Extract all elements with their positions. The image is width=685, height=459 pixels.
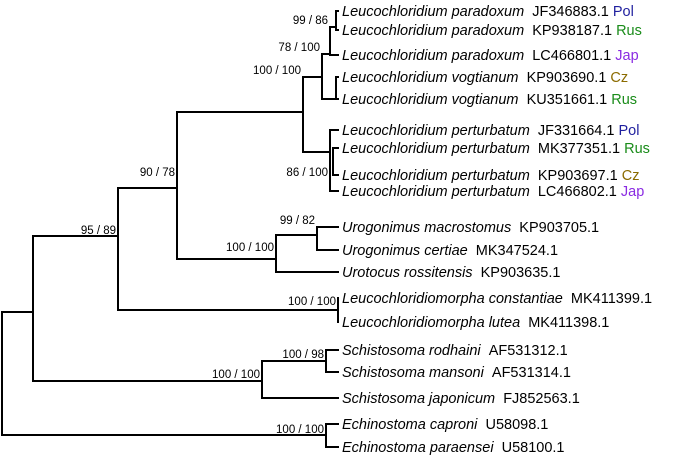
tip-country: Cz [606,70,628,86]
branch-root [1,311,327,436]
tip-species: Leucochloridium vogtianum [342,92,527,108]
branch-echinostoma [325,423,339,448]
support-values: 99 / 86 78 / 100 100 / 100 86 / 100 90 / 78 9… [81,15,336,436]
branch-perturbatum-inner [332,147,339,176]
tip-country: Cz [618,168,640,184]
tip-species: Leucochloridium vogtianum [342,70,527,86]
branch-schistosoma-pair [325,349,339,373]
tip-species: Leucochloridium paradoxum [342,48,532,64]
tip-accession: KP903705.1 [519,220,599,236]
tip-species: Schistosoma mansoni [342,365,492,381]
tip-label: Schistosoma rodhaini AF531312.1 [342,343,568,359]
tip-species: Leucochloridium paradoxum [342,4,532,20]
tip-label: Schistosoma mansoni AF531314.1 [342,365,571,381]
support-value: 99 / 86 [293,15,328,27]
tip-label: Leucochloridium paradoxum KP938187.1 Rus [342,23,642,39]
branch-leucochloridiidae [117,187,339,311]
tip-accession: KU351661.1 [527,92,608,108]
tip-label: Leucochloridium paradoxum JF346883.1 Pol [342,4,634,20]
tip-label: Leucochloridiomorpha constantiae MK41139… [342,291,652,307]
support-value: 78 / 100 [278,42,320,54]
tip-accession: KP903635.1 [481,265,561,281]
tip-species: Leucochloridium paradoxum [342,23,532,39]
tip-species: Leucochloridium perturbatum [342,123,538,139]
tip-label: Leucochloridium paradoxum LC466801.1 Jap [342,48,639,64]
support-value: 99 / 82 [280,215,315,227]
tip-species: Leucochloridium perturbatum [342,184,538,200]
branch-leucochloridium [302,76,331,153]
support-value: 86 / 100 [286,167,328,179]
branch-paradoxum [329,26,337,56]
branch-leucochloridium-urogonimus [176,111,304,260]
tip-accession: U58100.1 [502,440,565,456]
tip-species: Echinostoma paraensei [342,440,502,456]
tip-species: Urogonimus certiae [342,243,476,259]
tip-accession: KP938187.1 [532,23,612,39]
branch-urogonimus-urotocus [275,234,339,273]
tip-label: Schistosoma japonicum FJ852563.1 [342,391,580,407]
support-value: 100 / 100 [212,369,260,381]
tip-accession: LC466802.1 [538,184,617,200]
tip-species: Leucochloridium perturbatum [342,168,538,184]
tip-species: Echinostoma caproni [342,417,485,433]
tip-labels: Leucochloridium paradoxum JF346883.1 Pol… [342,4,652,456]
tip-accession: KP903690.1 [527,70,607,86]
tip-country: Jap [611,48,638,64]
branch-schistosoma [261,360,339,399]
tip-accession: FJ852563.1 [503,391,580,407]
support-value: 100 / 100 [288,296,336,308]
tip-country: Rus [607,92,637,108]
tip-species: Schistosoma japonicum [342,391,503,407]
branch-urogonimus [316,226,339,251]
branch-paradoxum-pair [335,10,339,56]
tip-country: Pol [609,4,634,20]
tip-accession: AF531312.1 [489,343,568,359]
tip-label: Urotocus rossitensis KP903635.1 [342,265,560,281]
tip-accession: U58098.1 [485,417,548,433]
tip-label: Leucochloridium perturbatum JF331664.1 P… [342,123,639,139]
tip-accession: JF346883.1 [532,4,609,20]
support-value: 100 / 100 [276,424,324,436]
tip-country: Rus [620,141,650,157]
tip-accession: KP903697.1 [538,168,618,184]
tip-species: Leucochloridiomorpha lutea [342,315,528,331]
tip-species: Urotocus rossitensis [342,265,481,281]
tip-species: Leucochloridiomorpha constantiae [342,291,571,307]
tip-label: Leucochloridiomorpha lutea MK411398.1 [342,315,609,331]
support-value: 100 / 100 [253,65,301,77]
tip-accession: JF331664.1 [538,123,615,139]
tip-accession: MK411398.1 [528,315,609,331]
support-value: 95 / 89 [81,225,116,237]
tip-accession: AF531314.1 [492,365,571,381]
support-value: 100 / 98 [282,349,324,361]
tip-accession: LC466801.1 [532,48,611,64]
tip-species: Leucochloridium perturbatum [342,141,538,157]
tip-label: Leucochloridium perturbatum KP903697.1 C… [342,168,639,184]
branch-perturbatum [329,129,339,192]
tip-species: Schistosoma rodhaini [342,343,489,359]
tip-label: Urogonimus macrostomus KP903705.1 [342,220,599,236]
tip-country: Jap [617,184,644,200]
support-value: 100 / 100 [226,242,274,254]
branch-paradoxum-vogtianum [321,53,337,100]
branch-vogtianum [335,76,339,100]
tip-label: Leucochloridium vogtianum KU351661.1 Rus [342,92,637,108]
tip-accession: MK411399.1 [571,291,652,307]
tip-country: Rus [612,23,642,39]
tip-label: Echinostoma paraensei U58100.1 [342,440,564,456]
tip-country: Pol [614,123,639,139]
tip-accession: MK347524.1 [476,243,558,259]
tip-accession: MK377351.1 [538,141,620,157]
tip-label: Leucochloridium perturbatum MK377351.1 R… [342,141,650,157]
tip-label: Leucochloridium vogtianum KP903690.1 Cz [342,70,628,86]
support-value: 90 / 78 [140,167,175,179]
tip-label: Echinostoma caproni U58098.1 [342,417,548,433]
tip-label: Urogonimus certiae MK347524.1 [342,243,558,259]
tip-label: Leucochloridium perturbatum LC466802.1 J… [342,184,644,200]
tree-branches [1,10,339,448]
tip-species: Urogonimus macrostomus [342,220,519,236]
branch-ingroup [32,235,263,382]
